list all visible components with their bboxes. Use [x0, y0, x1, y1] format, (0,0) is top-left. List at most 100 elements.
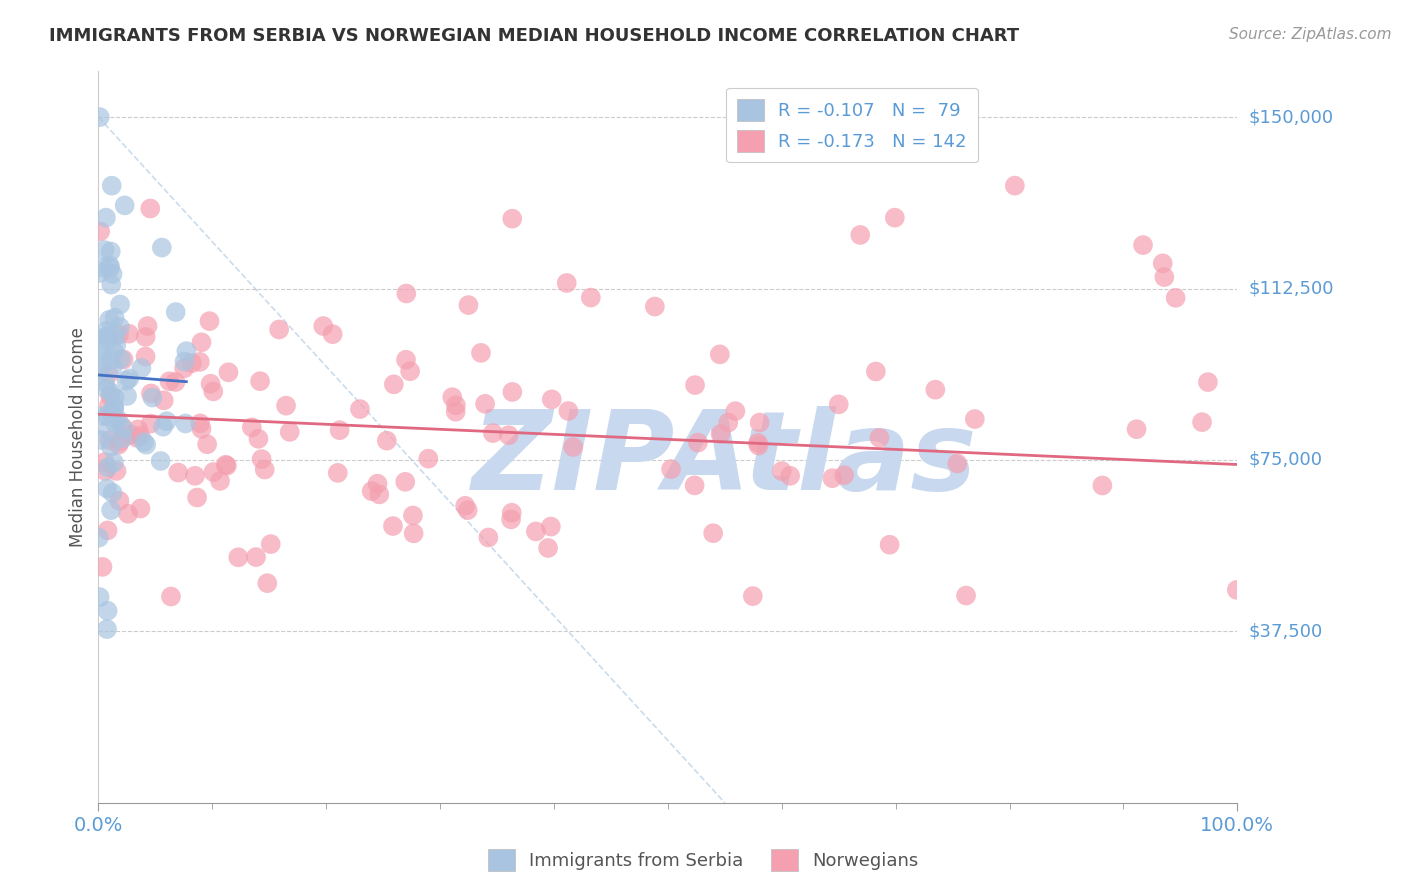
Point: [104, 416, 127, 430]
Point: [579, 291, 602, 305]
Point: [217, 365, 239, 379]
Point: [1197, 375, 1219, 389]
Point: [200, 376, 222, 391]
Point: [190, 422, 212, 436]
Point: [96, 383, 118, 397]
Point: [499, 512, 522, 526]
Point: [717, 416, 740, 430]
Point: [89, 266, 111, 280]
Point: [127, 422, 149, 436]
Point: [103, 344, 125, 359]
Point: [101, 267, 124, 281]
Point: [101, 359, 124, 374]
Point: [537, 541, 560, 555]
Point: [103, 401, 125, 415]
Point: [381, 519, 404, 533]
Text: $37,500: $37,500: [1249, 623, 1323, 640]
Point: [150, 241, 173, 255]
Point: [93, 455, 115, 469]
Point: [195, 437, 218, 451]
Point: [100, 503, 122, 517]
Point: [100, 353, 122, 368]
Point: [118, 326, 141, 341]
Point: [394, 475, 416, 489]
Point: [115, 374, 138, 388]
Point: [91, 332, 114, 346]
Point: [160, 590, 183, 604]
Point: [557, 404, 579, 418]
Point: [118, 371, 141, 385]
Point: [91, 560, 114, 574]
Point: [129, 501, 152, 516]
Point: [98, 389, 121, 403]
Point: [101, 486, 124, 500]
Point: [1152, 256, 1174, 270]
Point: [141, 391, 163, 405]
Point: [117, 507, 139, 521]
Point: [278, 425, 301, 439]
Point: [181, 356, 204, 370]
Point: [562, 440, 585, 454]
Point: [132, 435, 155, 450]
Point: [104, 310, 127, 325]
Point: [139, 202, 162, 216]
Point: [111, 431, 134, 445]
Point: [269, 322, 291, 336]
Point: [105, 338, 128, 352]
Point: [524, 524, 547, 539]
Point: [173, 354, 195, 368]
Point: [202, 384, 225, 399]
Point: [256, 576, 278, 591]
Point: [100, 244, 122, 259]
Point: [402, 508, 425, 523]
Point: [112, 422, 135, 436]
Point: [108, 320, 131, 334]
Point: [501, 211, 523, 226]
Point: [139, 386, 162, 401]
Point: [821, 471, 844, 485]
Legend: R = -0.107   N =  79, R = -0.173   N = 142: R = -0.107 N = 79, R = -0.173 N = 142: [725, 87, 977, 162]
Point: [240, 420, 263, 434]
Point: [349, 402, 371, 417]
Point: [249, 374, 271, 388]
Point: [368, 487, 391, 501]
Point: [702, 526, 724, 541]
Point: [97, 367, 120, 381]
Point: [90, 433, 112, 447]
Point: [120, 427, 142, 442]
Text: $112,500: $112,500: [1249, 279, 1334, 298]
Point: [202, 465, 225, 479]
Point: [683, 378, 706, 392]
Point: [260, 537, 283, 551]
Point: [470, 346, 492, 360]
Point: [87, 531, 110, 545]
Point: [209, 474, 232, 488]
Point: [1164, 291, 1187, 305]
Point: [98, 259, 121, 273]
Point: [849, 227, 872, 242]
Point: [1153, 270, 1175, 285]
Point: [188, 417, 211, 431]
Point: [135, 438, 157, 452]
Point: [457, 503, 479, 517]
Point: [186, 491, 208, 505]
Point: [96, 622, 118, 636]
Point: [366, 476, 388, 491]
Point: [444, 405, 467, 419]
Point: [89, 110, 111, 124]
Point: [253, 462, 276, 476]
Point: [741, 589, 763, 603]
Point: [94, 324, 117, 338]
Point: [100, 385, 122, 400]
Point: [828, 397, 851, 411]
Point: [94, 464, 117, 478]
Point: [110, 352, 132, 367]
Point: [97, 604, 120, 618]
Point: [96, 482, 118, 496]
Point: [101, 408, 124, 422]
Point: [190, 335, 212, 350]
Point: [165, 375, 187, 389]
Point: [96, 329, 118, 343]
Point: [97, 398, 120, 412]
Point: [100, 178, 122, 193]
